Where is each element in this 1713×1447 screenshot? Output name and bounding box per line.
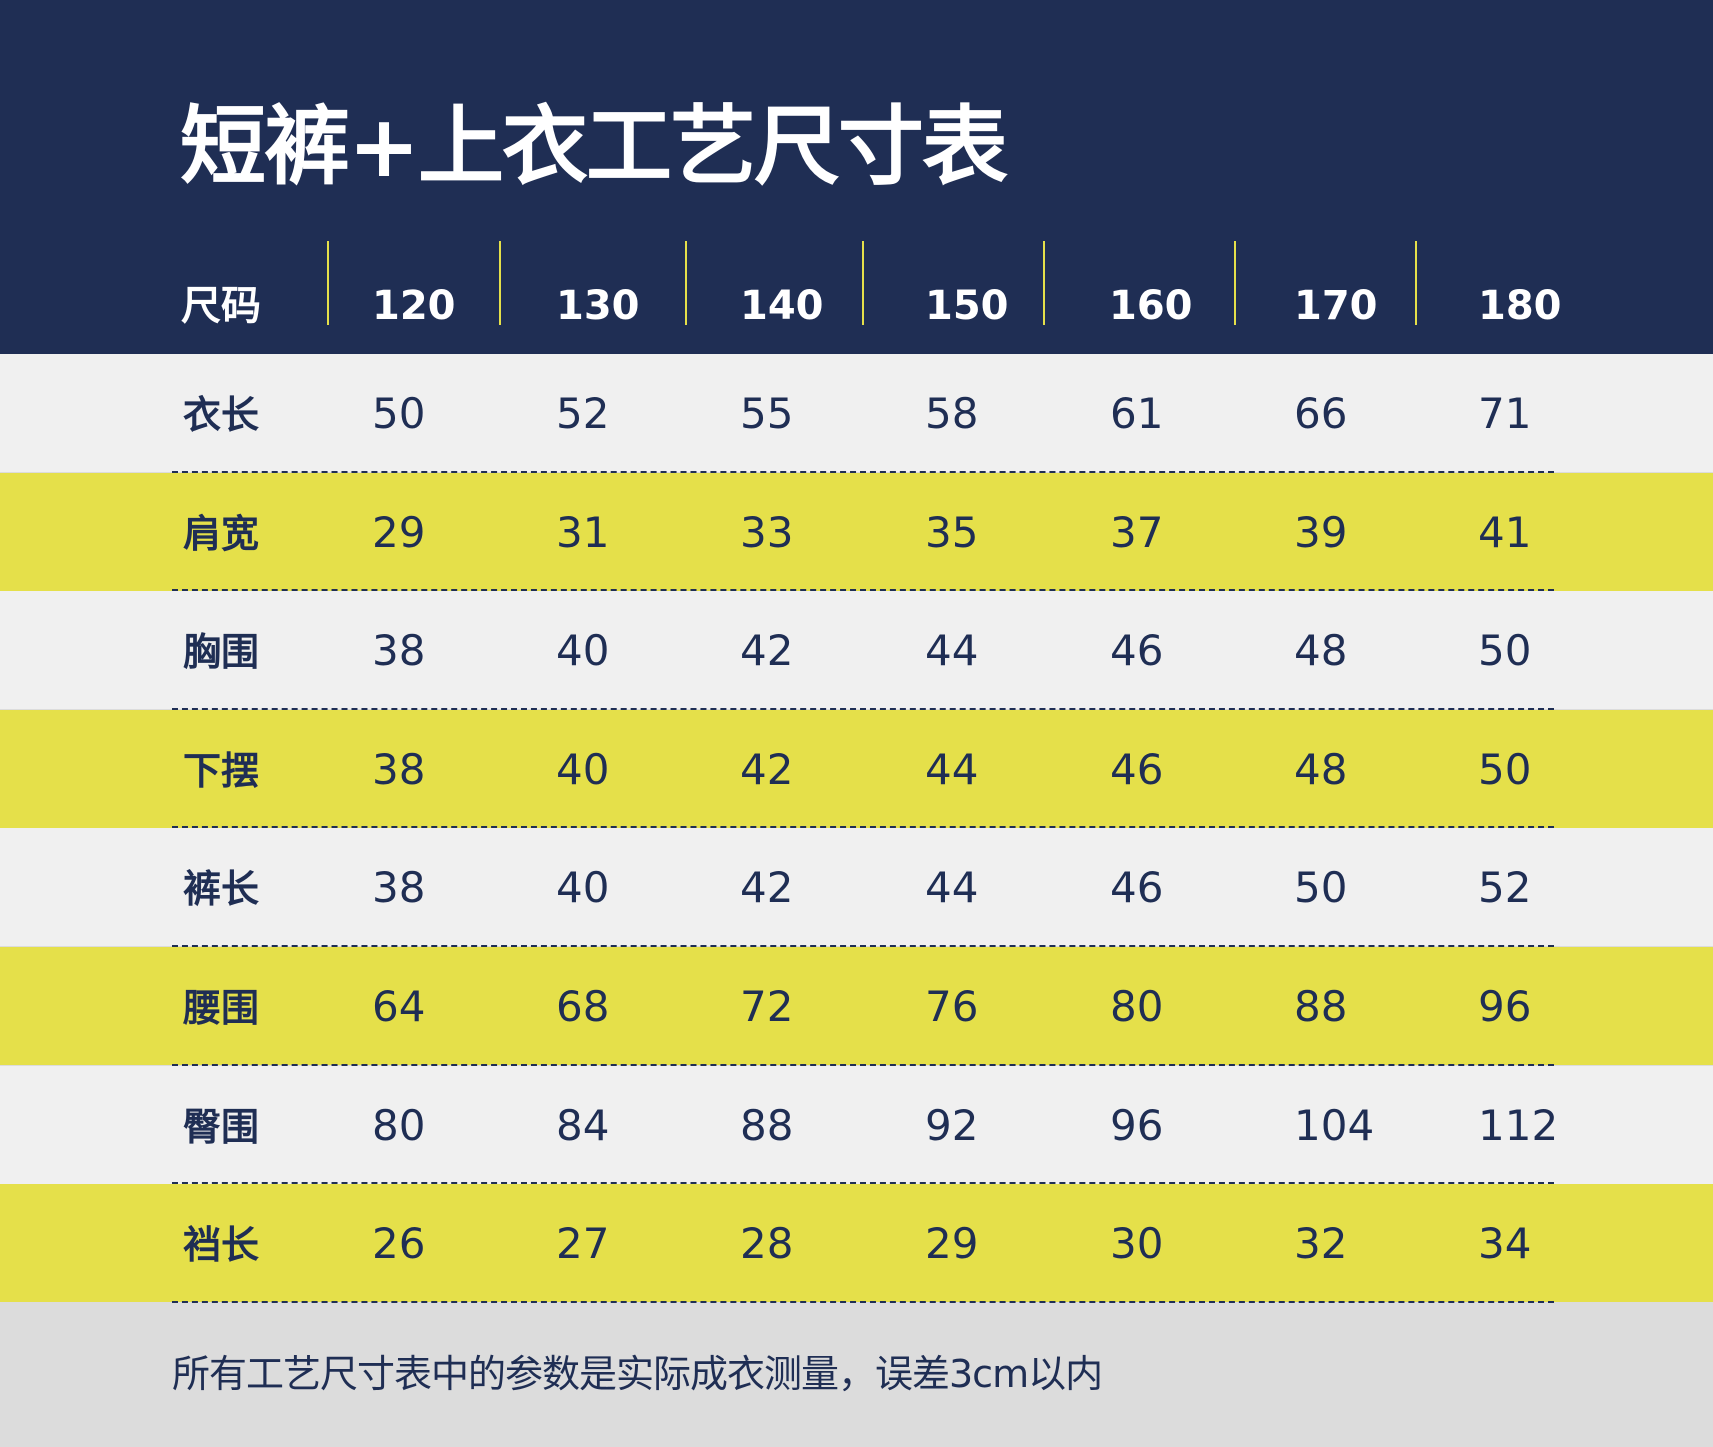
- header-size-180: 180: [1478, 283, 1562, 329]
- table-cell: 64: [372, 982, 426, 1031]
- table-cell: 34: [1478, 1219, 1532, 1269]
- header-size-label: 尺码: [181, 283, 261, 329]
- table-cell: 71: [1478, 389, 1532, 438]
- table-cell: 50: [1294, 863, 1348, 913]
- table-cell: 44: [925, 626, 979, 676]
- header-separator: [1234, 241, 1236, 325]
- table-cell: 76: [925, 982, 979, 1031]
- header-size-170: 170: [1294, 283, 1378, 329]
- row-divider: [172, 470, 1554, 473]
- table-cell: 33: [740, 507, 794, 557]
- header-size-120: 120: [372, 283, 456, 329]
- table-row: [0, 1184, 1713, 1303]
- header-separator: [327, 241, 329, 325]
- table-cell: 88: [1294, 982, 1348, 1031]
- page-title: 短裤+上衣工艺尺寸表: [180, 97, 1008, 197]
- header-separator: [1043, 241, 1045, 325]
- table-cell: 50: [1478, 626, 1532, 676]
- table-cell: 46: [1110, 863, 1164, 913]
- row-label: 胸围: [183, 630, 260, 675]
- table-cell: 52: [1478, 863, 1532, 913]
- table-cell: 31: [556, 507, 610, 557]
- table-cell: 42: [740, 744, 794, 794]
- row-label: 肩宽: [183, 511, 260, 556]
- table-cell: 50: [1478, 744, 1532, 794]
- row-divider: [172, 1300, 1554, 1303]
- row-divider: [172, 1182, 1554, 1185]
- table-cell: 40: [556, 863, 610, 913]
- header-separator: [499, 241, 501, 325]
- table-cell: 38: [372, 863, 426, 913]
- row-divider: [172, 826, 1554, 829]
- table-cell: 32: [1294, 1219, 1348, 1269]
- row-label: 臀围: [183, 1104, 260, 1149]
- table-header-band: 短裤+上衣工艺尺寸表 尺码 120 130 140 150 160 170 18…: [0, 0, 1713, 354]
- table-cell: 30: [1110, 1219, 1164, 1269]
- table-cell: 52: [556, 389, 610, 438]
- row-divider: [172, 589, 1554, 592]
- row-label: 裆长: [183, 1223, 260, 1268]
- table-cell: 42: [740, 863, 794, 913]
- table-row: [0, 828, 1713, 947]
- table-cell: 112: [1478, 1100, 1559, 1150]
- table-row: [0, 1065, 1713, 1184]
- table-cell: 80: [372, 1100, 426, 1150]
- table-row: [0, 947, 1713, 1065]
- row-label: 腰围: [183, 986, 260, 1030]
- table-cell: 26: [372, 1219, 426, 1269]
- header-separator: [685, 241, 687, 325]
- table-row: [0, 709, 1713, 828]
- table-cell: 68: [556, 982, 610, 1031]
- table-cell: 50: [372, 389, 426, 438]
- header-size-130: 130: [556, 283, 640, 329]
- footer-note: 所有工艺尺寸表中的参数是实际成衣测量，误差3cm以内: [172, 1352, 1103, 1396]
- table-cell: 42: [740, 626, 794, 676]
- table-cell: 61: [1110, 389, 1164, 438]
- table-cell: 40: [556, 744, 610, 794]
- table-cell: 48: [1294, 744, 1348, 794]
- table-cell: 39: [1294, 507, 1348, 557]
- table-row: [0, 472, 1713, 591]
- table-cell: 27: [556, 1219, 610, 1269]
- header-size-150: 150: [925, 283, 1009, 329]
- table-cell: 96: [1110, 1100, 1164, 1150]
- table-cell: 48: [1294, 626, 1348, 676]
- table-cell: 38: [372, 626, 426, 676]
- table-cell: 46: [1110, 744, 1164, 794]
- header-separator: [1415, 241, 1417, 325]
- header-size-140: 140: [740, 283, 824, 329]
- table-cell: 44: [925, 863, 979, 913]
- table-row: [0, 354, 1713, 472]
- table-cell: 72: [740, 982, 794, 1031]
- table-cell: 29: [925, 1219, 979, 1269]
- table-cell: 41: [1478, 507, 1532, 557]
- row-label: 衣长: [183, 393, 260, 437]
- table-cell: 80: [1110, 982, 1164, 1031]
- table-row: [0, 591, 1713, 710]
- row-divider: [172, 1063, 1554, 1066]
- table-cell: 28: [740, 1219, 794, 1269]
- table-cell: 46: [1110, 626, 1164, 676]
- row-divider: [172, 707, 1554, 710]
- table-cell: 29: [372, 507, 426, 557]
- header-size-160: 160: [1109, 283, 1193, 329]
- table-cell: 40: [556, 626, 610, 676]
- table-cell: 55: [740, 389, 794, 438]
- table-cell: 92: [925, 1100, 979, 1150]
- table-cell: 38: [372, 744, 426, 794]
- table-cell: 96: [1478, 982, 1532, 1031]
- row-label: 下摆: [183, 748, 260, 793]
- table-cell: 37: [1110, 507, 1164, 557]
- table-cell: 84: [556, 1100, 610, 1150]
- header-separator: [862, 241, 864, 325]
- table-cell: 104: [1294, 1100, 1375, 1150]
- table-cell: 58: [925, 389, 979, 438]
- row-label: 裤长: [183, 867, 260, 912]
- table-cell: 35: [925, 507, 979, 557]
- table-cell: 44: [925, 744, 979, 794]
- table-cell: 88: [740, 1100, 794, 1150]
- table-cell: 66: [1294, 389, 1348, 438]
- row-divider: [172, 945, 1554, 947]
